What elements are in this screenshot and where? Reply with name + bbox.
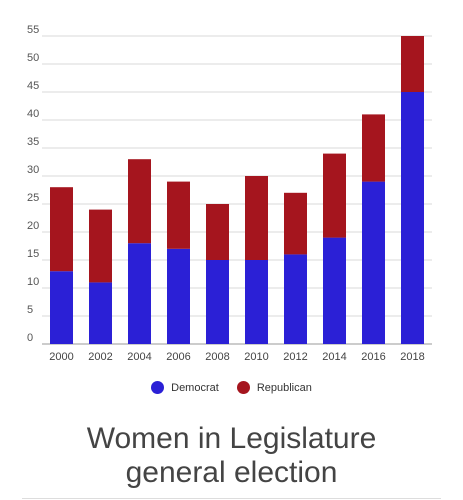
y-tick-label: 15 xyxy=(27,248,39,260)
bar-segment-republican[interactable] xyxy=(401,36,424,92)
bar-segment-republican[interactable] xyxy=(89,209,112,283)
bar-segment-democrat[interactable] xyxy=(89,282,112,344)
x-tick-label: 2002 xyxy=(88,351,112,363)
democrat-swatch xyxy=(151,381,165,394)
y-axis-ticks: 0 5 10 15 20 25 30 35 40 45 50 55 xyxy=(27,24,39,344)
x-tick-label: 2006 xyxy=(166,351,190,363)
x-tick-label: 2008 xyxy=(205,351,229,363)
divider xyxy=(22,498,441,499)
bar-segment-democrat[interactable] xyxy=(323,237,346,344)
chart-title: Women in Legislature general election xyxy=(0,422,463,490)
bar-segment-democrat[interactable] xyxy=(50,271,73,344)
x-tick-label: 2004 xyxy=(127,351,151,363)
legend-item-republican[interactable]: Republican xyxy=(236,381,312,394)
x-axis-ticks: 2000 2002 2004 2006 2008 2010 2012 2014 2016 2018 xyxy=(49,351,424,363)
x-tick-label: 2014 xyxy=(322,351,346,363)
y-tick-label: 20 xyxy=(27,220,39,232)
bar-segment-republican[interactable] xyxy=(284,192,307,255)
y-tick-label: 5 xyxy=(27,304,33,316)
republican-swatch xyxy=(236,381,250,394)
x-tick-label: 2016 xyxy=(361,351,385,363)
x-tick-label: 2010 xyxy=(244,351,268,363)
y-tick-label: 25 xyxy=(27,192,39,204)
x-tick-label: 2012 xyxy=(283,351,307,363)
bar-segment-republican[interactable] xyxy=(128,159,151,244)
y-tick-label: 40 xyxy=(27,108,39,120)
bar-segment-democrat[interactable] xyxy=(167,248,190,344)
y-tick-label: 0 xyxy=(27,332,33,344)
x-tick-label: 2018 xyxy=(400,351,424,363)
bar-segment-democrat[interactable] xyxy=(206,260,229,344)
chart-legend: Democrat Republican xyxy=(0,381,463,394)
bar-segment-republican[interactable] xyxy=(167,181,190,249)
y-tick-label: 45 xyxy=(27,80,39,92)
bar-segment-republican[interactable] xyxy=(50,187,73,272)
y-tick-label: 30 xyxy=(27,164,39,176)
bar-segment-democrat[interactable] xyxy=(128,243,151,344)
y-tick-label: 55 xyxy=(27,24,39,36)
bar-segment-republican[interactable] xyxy=(245,176,268,260)
bar-segment-democrat[interactable] xyxy=(401,92,424,344)
bar-segment-republican[interactable] xyxy=(206,204,229,260)
bar-segment-republican[interactable] xyxy=(362,114,385,182)
legend-item-democrat[interactable]: Democrat xyxy=(151,381,219,394)
bar-segment-democrat[interactable] xyxy=(245,260,268,344)
legend-label-democrat: Democrat xyxy=(171,381,219,394)
y-tick-label: 35 xyxy=(27,136,39,148)
legend-label-republican: Republican xyxy=(256,381,312,394)
chart-title-line-1: Women in Legislature xyxy=(86,422,377,455)
bars xyxy=(50,36,424,344)
chart-title-line-2: general election xyxy=(125,456,338,489)
bar-segment-democrat[interactable] xyxy=(362,181,385,344)
x-tick-label: 2000 xyxy=(49,351,73,363)
bar-segment-democrat[interactable] xyxy=(284,254,307,344)
y-tick-label: 50 xyxy=(27,52,39,64)
bar-segment-republican[interactable] xyxy=(323,153,346,238)
y-tick-label: 10 xyxy=(27,276,39,288)
